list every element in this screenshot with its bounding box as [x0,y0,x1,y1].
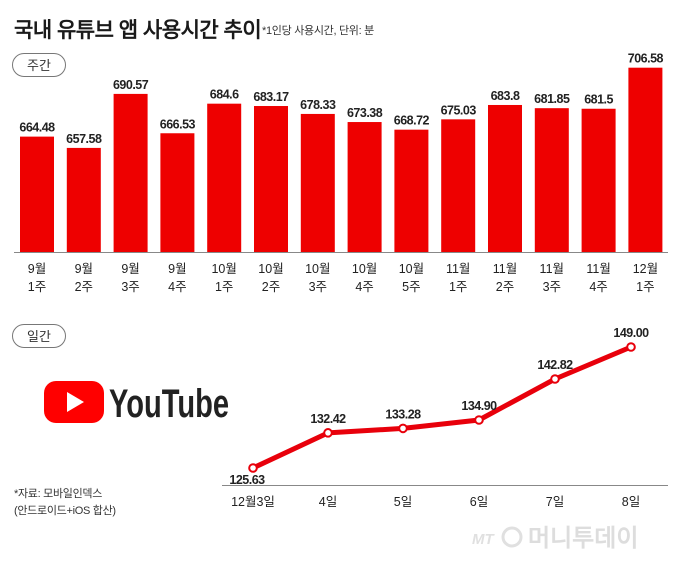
bar-value-label: 668.72 [394,114,430,128]
x-tick-label-week: 1주 [215,280,233,294]
data-source-note: *자료: 모바일인덱스 (안드로이드+iOS 합산) [14,486,116,520]
x-tick-label-month: 9월 [168,262,186,276]
point-value-label: 142.82 [537,358,573,372]
bar [160,133,195,252]
x-tick-label-month: 11월 [540,262,564,276]
bar [66,147,101,252]
bar [254,106,288,252]
bar-value-label: 673.38 [347,106,383,120]
bar [628,67,663,252]
x-tick-label: 7일 [546,495,564,509]
x-tick-label-month: 12월 [633,262,658,276]
source-detail-line: (안드로이드+iOS 합산) [14,505,116,517]
series-line [250,344,634,471]
bar-value-label: 684.6 [210,88,239,102]
bar [207,103,242,252]
publisher-watermark: MT 머니투데이 [472,520,672,554]
bar-value-label: 690.57 [113,78,149,92]
bar-value-label: 681.5 [584,93,613,107]
x-tick-label-week: 2주 [75,280,93,294]
x-tick-label-month: 10월 [211,262,236,276]
x-tick-label: 12월3일 [231,495,275,509]
x-tick-label-week: 1주 [28,280,46,294]
x-tick-label-week: 3주 [121,280,139,294]
data-point [323,428,333,438]
x-tick-label-month: 9월 [75,262,93,276]
x-tick-label-month: 11월 [446,262,470,276]
point-value-label: 125.63 [229,473,265,487]
daily-section-label: 일간 [12,324,66,348]
x-tick-label-week: 4주 [589,280,607,294]
x-tick-label-week: 3주 [543,280,561,294]
x-tick-label-month: 11월 [493,262,517,276]
x-tick-label-week: 1주 [636,280,654,294]
x-tick-label-month: 10월 [352,262,377,276]
point-value-label: 134.90 [461,399,497,413]
point-value-label: 149.00 [613,326,649,340]
weekly-bar-chart: 664.48 9월 1주 657.58 9월 2주 690.57 9월 3주 666.53 9월 4주… [14,52,668,294]
data-point [550,374,560,384]
mt-watermark-icon: MT [472,531,495,548]
bar [113,93,148,252]
x-tick-label: 6일 [470,495,488,509]
bar-value-label: 675.03 [441,103,477,117]
source-line: *자료: 모바일인덱스 [14,488,103,500]
bar-value-label: 683.17 [253,90,289,104]
bar [300,113,335,252]
bar [534,108,569,253]
x-tick-label-month: 10월 [399,262,424,276]
x-tick-label-month: 10월 [305,262,330,276]
x-tick-label-month: 10월 [258,262,283,276]
bar-value-label: 664.48 [19,121,55,135]
x-tick-label-month: 11월 [586,262,610,276]
bar [394,129,429,252]
x-tick-label-week: 4주 [168,280,186,294]
x-tick-label-week: 5주 [402,280,420,294]
bar-value-label: 681.85 [534,92,570,106]
point-value-label: 133.28 [385,407,421,421]
chart-title: 국내 유튜브 앱 사용시간 추이 [14,19,262,42]
bar-value-label: 657.58 [66,132,102,146]
bar [488,104,522,252]
weekly-section-label: 주간 [12,53,66,77]
x-tick-label-week: 3주 [309,280,327,294]
bar [581,108,616,252]
youtube-wordmark: YouTube [109,382,229,426]
data-point [626,342,636,352]
bar [347,122,382,252]
bar-value-label: 706.58 [628,52,664,66]
x-tick-label: 8일 [622,495,640,509]
bar [441,119,476,252]
x-tick-label-month: 9월 [121,262,139,276]
watermark-text: 머니투데이 [528,525,638,552]
x-tick-label: 4일 [319,495,337,509]
x-tick-label-week: 4주 [355,280,373,294]
point-value-label: 132.42 [310,412,346,426]
bar-value-label: 678.33 [300,98,336,112]
x-tick-label-week: 2주 [262,280,280,294]
data-point [474,415,484,425]
x-tick-label-month: 9월 [28,262,46,276]
bar-value-label: 683.8 [491,89,520,103]
youtube-logo: YouTube [43,378,233,428]
x-tick-label-week: 2주 [496,280,514,294]
data-point [248,463,258,473]
x-tick-label-week: 1주 [449,280,467,294]
x-tick-label: 5일 [394,495,412,509]
data-point [398,423,408,434]
bar-value-label: 666.53 [160,117,196,131]
chart-unit-note: *1인당 사용시간, 단위: 분 [262,25,374,37]
bar [20,136,54,252]
